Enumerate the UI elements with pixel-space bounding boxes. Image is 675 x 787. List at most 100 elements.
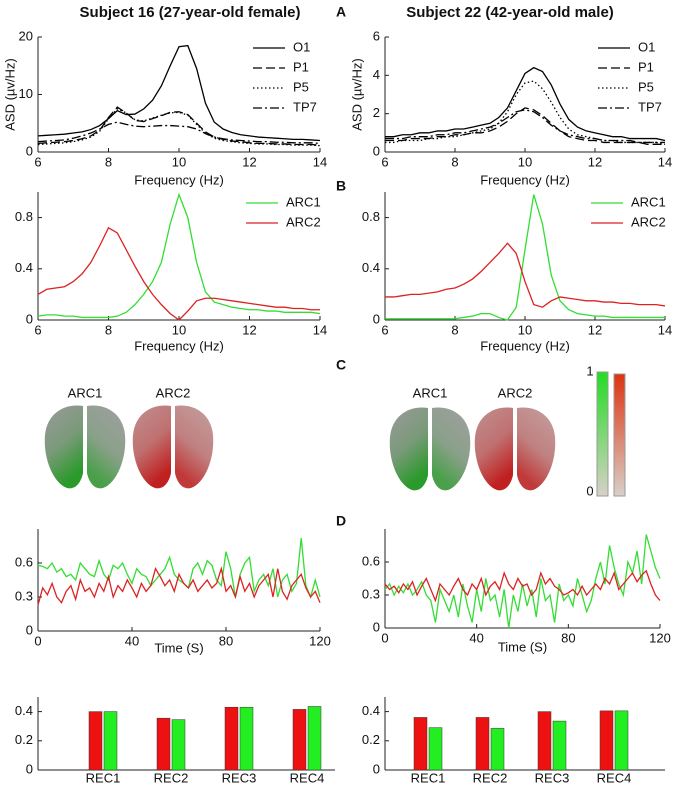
series-line	[385, 107, 665, 145]
x-tick-label: 8	[451, 154, 458, 169]
x-tick-label: 40	[125, 633, 139, 648]
x-tick-label: 12	[588, 322, 602, 337]
x-axis-label: Frequency (Hz)	[134, 172, 224, 187]
y-tick-label: 0.8	[15, 209, 33, 224]
bar	[614, 710, 629, 771]
legend-label: P1	[638, 59, 654, 74]
x-tick-label: 40	[469, 630, 483, 645]
x-axis-label: Frequency (Hz)	[134, 338, 224, 353]
x-tick-label: 80	[219, 633, 233, 648]
brain	[44, 405, 126, 489]
y-tick-label: 0.4	[362, 703, 380, 718]
y-tick-label: 0.2	[15, 732, 33, 747]
y-tick-label: 0	[373, 761, 380, 776]
bar	[171, 719, 186, 771]
bar	[292, 709, 307, 771]
x-tick-label: 6	[34, 154, 41, 169]
bar	[88, 711, 103, 771]
legend-label: ARC2	[631, 214, 666, 229]
x-tick-label: REC3	[222, 770, 257, 785]
x-axis-label: Time (S)	[154, 640, 203, 655]
y-tick-label: 0.4	[362, 260, 380, 275]
bar	[475, 717, 490, 771]
y-tick-label: 0	[26, 143, 33, 158]
brain-label: ARC2	[498, 385, 533, 400]
legend-label: ARC1	[286, 194, 321, 209]
series-line	[37, 566, 321, 606]
series-line	[385, 194, 665, 321]
series-line	[385, 66, 666, 142]
colorbar-tick: 0	[586, 483, 593, 498]
bar	[239, 706, 254, 771]
bar	[307, 706, 322, 771]
legend-label: P5	[638, 79, 654, 94]
x-tick-label: 12	[242, 322, 256, 337]
legend-label: TP7	[638, 99, 662, 114]
y-tick-label: 4	[373, 67, 380, 82]
x-tick-label: 10	[172, 154, 186, 169]
bar	[428, 727, 443, 771]
brain	[389, 407, 471, 491]
x-tick-label: REC1	[86, 770, 121, 785]
x-tick-label: 80	[561, 630, 575, 645]
x-tick-label: 6	[381, 154, 388, 169]
x-tick-label: 6	[381, 322, 388, 337]
legend-label: ARC1	[631, 194, 666, 209]
series-line	[37, 121, 321, 145]
x-tick-label: 14	[658, 322, 672, 337]
x-tick-label: 0	[381, 630, 388, 645]
x-tick-label: 8	[105, 322, 112, 337]
series-line	[37, 538, 321, 599]
x-tick-label: REC4	[597, 770, 632, 785]
brain	[474, 407, 556, 491]
panel-letter: D	[336, 513, 346, 529]
series-line	[384, 569, 661, 603]
x-tick-label: 14	[313, 154, 327, 169]
brain-label: ARC1	[68, 385, 103, 400]
series-line	[37, 226, 320, 321]
x-tick-label: REC2	[154, 770, 189, 785]
x-tick-label: REC3	[535, 770, 570, 785]
legend-label: ARC2	[286, 214, 321, 229]
y-axis-label: ASD (µv/Hz)	[349, 58, 364, 131]
x-tick-label: REC1	[411, 770, 446, 785]
column-title: Subject 22 (42-year-old male)	[406, 4, 614, 21]
y-tick-label: 20	[19, 28, 33, 43]
y-tick-label: 0	[26, 311, 33, 326]
y-tick-label: 0	[26, 622, 33, 637]
brain-label: ARC2	[156, 385, 191, 400]
series-line	[37, 44, 321, 142]
panel-letter: A	[336, 4, 346, 20]
y-tick-label: 0.2	[362, 732, 380, 747]
y-tick-label: 0.4	[15, 703, 33, 718]
y-tick-label: 0	[26, 761, 33, 776]
x-tick-label: REC4	[290, 770, 325, 785]
legend-label: TP7	[293, 99, 317, 114]
column-title: Subject 16 (27-year-old female)	[80, 4, 301, 21]
x-tick-label: REC2	[473, 770, 508, 785]
bar	[490, 728, 505, 771]
series-line	[37, 108, 321, 147]
x-tick-label: 14	[658, 154, 672, 169]
bar	[552, 720, 567, 771]
brain-label: ARC1	[413, 385, 448, 400]
series-line	[37, 192, 321, 319]
bar	[413, 717, 428, 771]
x-tick-label: 12	[588, 154, 602, 169]
y-tick-label: 0	[373, 311, 380, 326]
y-tick-label: 10	[19, 86, 33, 101]
legend-label: P1	[293, 59, 309, 74]
bar	[156, 717, 171, 771]
y-tick-label: 0.6	[15, 554, 33, 569]
series-line	[37, 106, 321, 146]
x-tick-label: 6	[34, 322, 41, 337]
y-tick-label: 2	[373, 105, 380, 120]
x-tick-label: 10	[172, 322, 186, 337]
series-line	[384, 534, 661, 629]
y-tick-label: 0.4	[15, 260, 33, 275]
y-axis-label: ASD (µv/Hz)	[2, 58, 17, 131]
bar	[224, 706, 239, 771]
series-line	[385, 80, 666, 145]
y-tick-label: 0.6	[362, 553, 380, 568]
y-tick-label: 6	[373, 28, 380, 43]
